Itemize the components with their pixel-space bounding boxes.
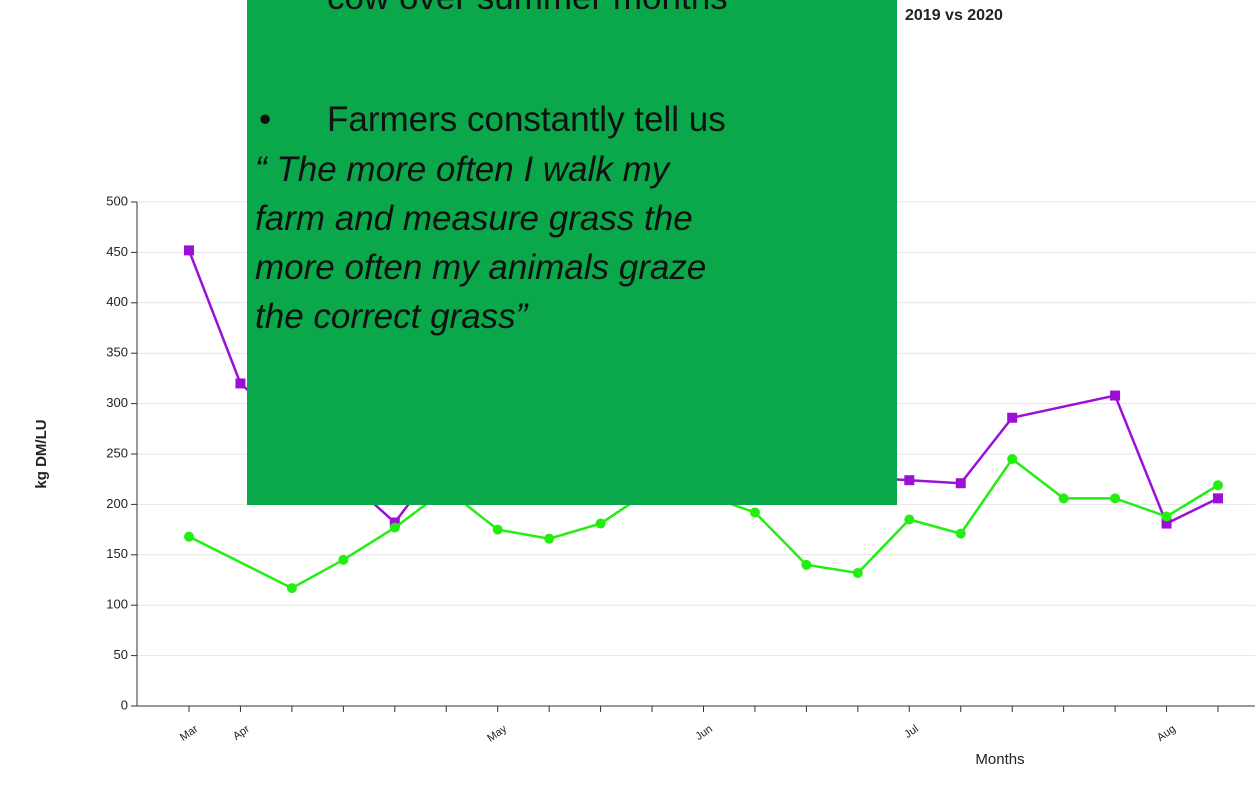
point — [1058, 493, 1069, 504]
y-tick-label: 100 — [106, 597, 128, 612]
point — [1161, 511, 1172, 522]
chart-title: 2019 vs 2020 — [905, 7, 1003, 24]
point — [1213, 480, 1223, 491]
quote-line: “ The more often I walk my — [255, 150, 670, 189]
quote-line: more often my animals graze — [255, 248, 707, 287]
point — [852, 567, 863, 578]
y-tick-label: 400 — [106, 294, 128, 309]
point — [749, 507, 760, 518]
x-tick-label: Mar — [178, 723, 201, 744]
y-tick-label: 200 — [106, 496, 128, 511]
point — [801, 559, 812, 570]
callout-bullet: • — [259, 100, 272, 139]
x-tick-label: May — [485, 723, 509, 745]
callout-line: cow over summer months — [327, 0, 728, 18]
point — [595, 518, 606, 529]
point — [1213, 493, 1223, 504]
y-tick-label: 150 — [106, 546, 128, 561]
y-tick-label: 300 — [106, 395, 128, 410]
x-axis-label: Months — [975, 751, 1024, 768]
point — [235, 378, 246, 389]
point — [1161, 518, 1172, 529]
point — [1007, 412, 1018, 423]
point — [955, 478, 966, 489]
point — [1007, 454, 1018, 465]
callout: cow over summer months • Farmers constan… — [247, 0, 897, 505]
point — [1110, 493, 1121, 504]
y-tick-label: 350 — [106, 345, 128, 360]
point — [389, 517, 400, 528]
y-axis-label: kg DM/LU — [33, 419, 50, 488]
quote-line: farm and measure grass the — [255, 199, 693, 238]
y-tick-label: 450 — [106, 244, 128, 259]
point — [904, 475, 915, 486]
x-tick-label: Apr — [231, 723, 252, 743]
point — [184, 245, 194, 256]
point — [338, 554, 349, 565]
y-tick-label: 500 — [106, 193, 128, 208]
quote-line: the correct grass” — [255, 297, 528, 336]
y-tick-label: 50 — [114, 647, 128, 662]
point — [904, 514, 915, 525]
x-tick-label: Aug — [1155, 723, 1178, 744]
x-tick-label: Jul — [902, 723, 920, 741]
point — [286, 583, 297, 594]
point — [955, 528, 966, 539]
point — [492, 524, 503, 535]
x-tick-label: Jun — [693, 723, 714, 743]
y-tick-label: 0 — [121, 697, 128, 712]
point — [544, 533, 555, 544]
point — [1110, 390, 1121, 401]
y-tick-label: 250 — [106, 445, 128, 460]
point — [389, 522, 400, 533]
point — [184, 531, 194, 542]
callout-line: Farmers constantly tell us — [327, 100, 726, 139]
